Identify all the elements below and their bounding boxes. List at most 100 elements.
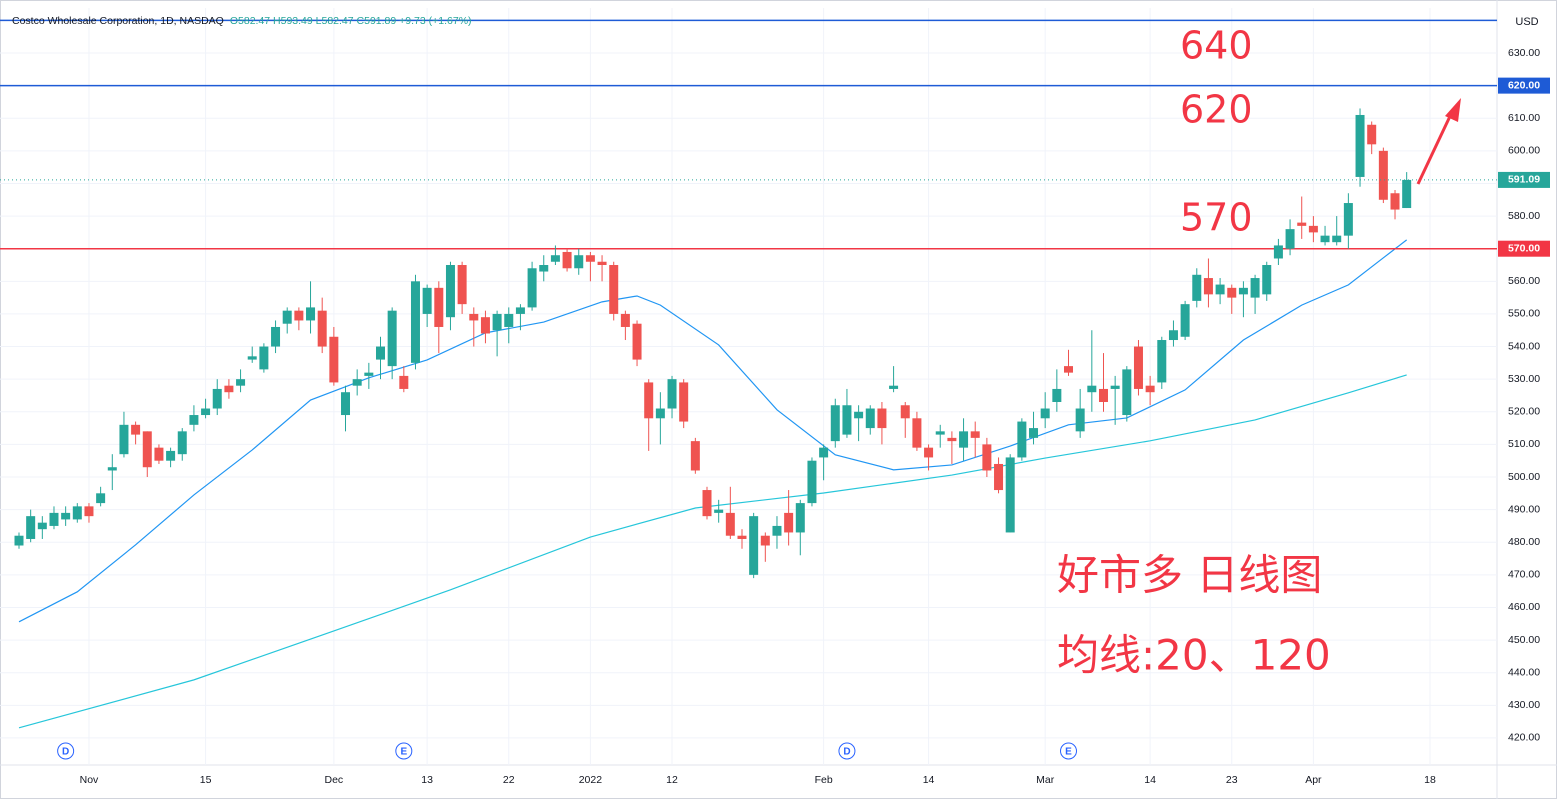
candle-body xyxy=(982,444,992,471)
candle-body xyxy=(644,382,654,419)
event-marker xyxy=(395,742,413,760)
candle-body xyxy=(784,512,794,533)
y-tick-label: 430.00 xyxy=(1508,699,1540,711)
y-tick-label: 440.00 xyxy=(1508,666,1540,678)
candle-body xyxy=(935,431,945,435)
x-tick-label: 2022 xyxy=(579,774,603,786)
candle-body xyxy=(585,255,595,262)
candle-body xyxy=(1087,385,1097,393)
candle-body xyxy=(620,313,630,327)
y-tick-label: 460.00 xyxy=(1508,601,1540,613)
price-label: 570.00 xyxy=(1508,242,1540,254)
candle-body xyxy=(597,261,607,266)
price-label: 591.09 xyxy=(1508,174,1540,186)
candle-body xyxy=(854,411,864,419)
event-label: E xyxy=(400,747,407,758)
candle-body xyxy=(830,405,840,442)
candle-body xyxy=(947,437,957,442)
candle-body xyxy=(1332,235,1342,243)
y-tick-label: 630.00 xyxy=(1508,47,1540,59)
candle-body xyxy=(119,424,129,455)
y-tick-label: 450.00 xyxy=(1508,634,1540,646)
annotation: 均线:20、120 xyxy=(1057,631,1331,680)
moving-average xyxy=(18,239,1408,623)
candle-body xyxy=(399,375,409,389)
candle-body xyxy=(142,431,152,468)
candle-body xyxy=(317,310,327,347)
candle-body xyxy=(364,372,374,376)
y-tick-label: 490.00 xyxy=(1508,503,1540,515)
candle-body xyxy=(177,431,187,455)
event-label: D xyxy=(843,747,850,758)
candle-body xyxy=(1285,229,1295,249)
x-tick-label: 14 xyxy=(1144,774,1156,786)
candle-body xyxy=(224,385,234,393)
candle-body xyxy=(1203,278,1213,295)
x-tick-label: Mar xyxy=(1036,774,1055,786)
candle-body xyxy=(714,509,724,513)
candle-body xyxy=(1215,284,1225,295)
candle-body xyxy=(166,450,176,461)
candle-body xyxy=(527,268,537,308)
candle-body xyxy=(422,287,432,314)
arrow-shaft xyxy=(1416,111,1454,185)
annotation: 好市多 日线图 xyxy=(1057,551,1322,600)
candle-body xyxy=(1262,265,1272,295)
candle-body xyxy=(504,313,514,327)
candle-body xyxy=(1133,346,1143,389)
candle-body xyxy=(1168,330,1178,341)
candle-body xyxy=(259,346,269,370)
candle-body xyxy=(889,385,899,389)
candle-body xyxy=(469,313,479,321)
candle-body xyxy=(1040,408,1050,419)
candle-body xyxy=(574,255,584,269)
candle-body xyxy=(562,251,572,269)
candle-body xyxy=(1157,340,1167,383)
y-tick-label: 520.00 xyxy=(1508,406,1540,418)
y-tick-label: 540.00 xyxy=(1508,340,1540,352)
candle-body xyxy=(1320,235,1330,243)
candle-body xyxy=(900,405,910,419)
candle-body xyxy=(539,265,549,272)
candle-body xyxy=(1402,179,1412,209)
candle-body xyxy=(737,535,747,539)
candle-body xyxy=(329,336,339,383)
y-tick-label: 470.00 xyxy=(1508,569,1540,581)
candle-body xyxy=(189,415,199,425)
event-label: D xyxy=(62,747,69,758)
candle-body xyxy=(795,503,805,533)
x-tick-label: 15 xyxy=(200,774,212,786)
symbol-title: Costco Wholesale Corporation, 1D, NASDAQ xyxy=(12,15,224,27)
candle-body xyxy=(410,281,420,363)
y-tick-label: 480.00 xyxy=(1508,536,1540,548)
candle-body xyxy=(1075,408,1085,432)
annotation: 620 xyxy=(1180,88,1253,132)
x-tick-label: Nov xyxy=(80,774,99,786)
candle-body xyxy=(1052,388,1062,402)
x-tick-label: 18 xyxy=(1424,774,1436,786)
candle-body xyxy=(294,310,304,321)
y-tick-label: 600.00 xyxy=(1508,145,1540,157)
candle-body xyxy=(352,379,362,386)
candle-body xyxy=(725,512,735,536)
candle-body xyxy=(306,307,316,321)
ohlc-values: O582.47 H593.49 L582.47 C591.89 +9.73 (+… xyxy=(230,15,472,27)
candle-body xyxy=(1227,287,1237,298)
candle-body xyxy=(1250,278,1260,298)
event-marker xyxy=(1060,742,1078,760)
x-tick-label: Dec xyxy=(325,774,344,786)
candle-body xyxy=(236,379,246,386)
candle-body xyxy=(492,313,502,331)
candle-body xyxy=(912,418,922,448)
price-label-box xyxy=(1498,171,1550,188)
candle-body xyxy=(760,535,770,546)
y-tick-label: 610.00 xyxy=(1508,112,1540,124)
x-tick-label: 22 xyxy=(503,774,515,786)
candle-body xyxy=(445,265,455,318)
x-tick-label: 13 xyxy=(421,774,433,786)
annotation: 640 xyxy=(1180,24,1253,68)
candle-body xyxy=(480,317,490,334)
candle-body xyxy=(772,525,782,536)
candle-body xyxy=(154,447,164,461)
candle-body xyxy=(1110,385,1120,389)
